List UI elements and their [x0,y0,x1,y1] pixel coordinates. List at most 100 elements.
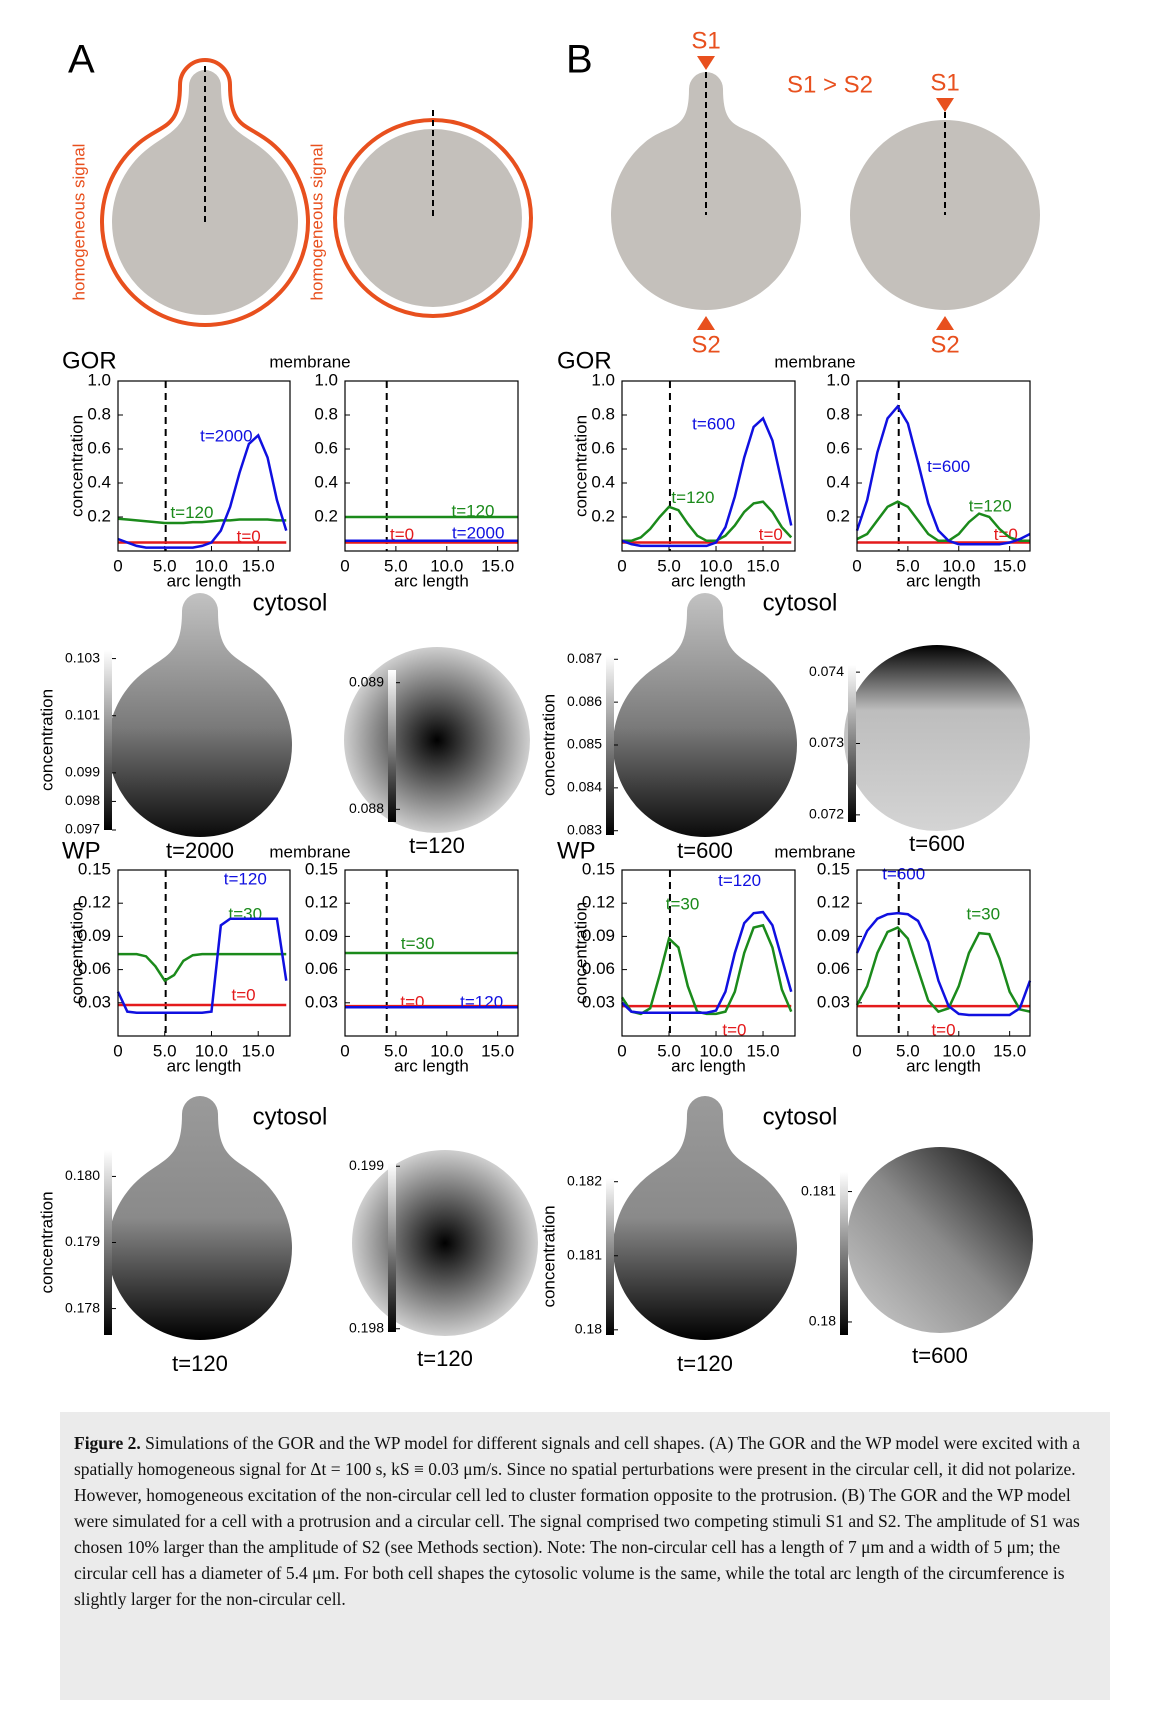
series-label: t=120 [671,488,714,507]
stimulus-arrow [936,316,954,330]
x-axis-label: arc length [394,1056,469,1075]
x-axis-label: arc length [394,571,469,590]
y-tick-label: 0.15 [582,859,615,878]
colorbar-label: concentration [539,694,558,796]
x-tick-label: 10.0 [195,1041,228,1060]
x-axis-label: arc length [906,1056,981,1075]
y-tick-label: 0.06 [305,959,338,978]
x-tick-label: 10.0 [195,556,228,575]
x-tick-label: 15.0 [242,1041,275,1060]
colorbar [840,1172,848,1335]
colorbar-tick-label: 0.198 [349,1319,384,1335]
series-label: t=2000 [452,523,504,542]
x-tick-label: 15.0 [481,556,514,575]
x-axis-label: arc length [671,1056,746,1075]
colorbar-tick-label: 0.088 [349,800,384,816]
x-tick-label: 15.0 [481,1041,514,1060]
y-tick-label: 0.12 [817,893,850,912]
stimulus-arrow [936,98,954,112]
y-tick-label: 0.4 [826,472,850,491]
x-axis-label: arc length [906,571,981,590]
colorbar-tick-label: 0.103 [65,649,100,665]
series-line [620,923,793,1016]
colorbar-tick-label: 0.178 [65,1299,100,1315]
colorbar-tick-label: 0.085 [567,736,602,752]
series-line [856,500,1030,543]
x-tick-label: 15.0 [993,1041,1026,1060]
membrane-label: membrane [269,842,350,861]
cytosol-cell [108,1096,293,1341]
y-tick-label: 0.12 [78,893,111,912]
colorbar-tick-label: 0.097 [65,821,100,837]
stimulus-label: S2 [930,331,959,358]
x-axis-label: arc length [671,571,746,590]
y-tick-label: 0.2 [591,506,615,525]
plot-frame [856,869,1031,1037]
y-tick-label: 1.0 [826,370,850,389]
y-tick-label: 0.06 [817,959,850,978]
signal-outline [100,58,310,327]
series-label: t=600 [882,864,925,883]
series-label: t=2000 [200,427,252,446]
series-line [117,517,287,525]
time-label: t=600 [912,1343,968,1368]
x-tick-label: 0 [113,1041,122,1060]
colorbar-label: concentration [37,689,56,791]
colorbar-tick-label: 0.089 [349,673,384,689]
plot-frame [117,380,291,552]
panel-label: B [566,38,593,82]
x-axis-label: arc length [167,571,242,590]
series-label: t=30 [666,894,700,913]
series-label: t=120 [460,992,503,1011]
time-label: t=120 [677,1351,733,1376]
y-tick-label: 0.8 [826,404,850,423]
series-line [855,911,1032,1017]
x-tick-label: 0 [852,556,861,575]
series-label: t=600 [692,415,735,434]
series-line [855,404,1031,546]
figure: A B homogeneous signal homogeneous signa… [37,27,1040,1376]
time-label: t=120 [409,833,465,858]
x-tick-label: 10.0 [942,1041,975,1060]
y-tick-label: 0.2 [87,506,111,525]
y-tick-label: 0.03 [582,992,615,1011]
colorbar-tick-label: 0.099 [65,764,100,780]
y-tick-label: 1.0 [591,370,615,389]
y-tick-label: 0.8 [591,404,615,423]
cytosol-cell [352,1150,538,1336]
model-label: GOR [62,347,117,374]
y-tick-label: 0.4 [87,472,111,491]
series-line [622,500,793,543]
plot-frame [621,869,796,1037]
plot-frame [344,380,519,552]
y-tick-label: 0.09 [817,926,850,945]
membrane-label: membrane [774,352,855,371]
cell [611,72,801,311]
y-tick-label: 0.8 [87,404,111,423]
colorbar [388,670,396,822]
series-label: t=0 [390,525,414,544]
x-tick-label: 15.0 [746,556,779,575]
y-tick-label: 0.03 [305,992,338,1011]
caption-text: Simulations of the GOR and the WP model … [74,1433,1081,1609]
cell [111,70,298,315]
cytosol-cell [613,1096,797,1341]
stimulus-arrow [697,316,715,330]
colorbar-tick-label: 0.18 [575,1321,602,1337]
x-tick-label: 10.0 [699,1041,732,1060]
cell [344,129,522,307]
colorbar-tick-label: 0.086 [567,693,602,709]
x-tick-label: 0 [617,1041,626,1060]
colorbar-tick-label: 0.083 [567,821,602,837]
series-label: t=120 [718,871,761,890]
signal-label: homogeneous signal [69,144,88,301]
x-tick-label: 15.0 [746,1041,779,1060]
x-tick-label: 5.0 [384,556,408,575]
y-tick-label: 0.6 [826,438,850,457]
colorbar-tick-label: 0.074 [809,663,844,679]
stimulus-label: S2 [691,331,720,358]
cytosol-label: cytosol [763,589,838,616]
colorbar-tick-label: 0.179 [65,1233,100,1249]
series-label: t=30 [967,904,1001,923]
